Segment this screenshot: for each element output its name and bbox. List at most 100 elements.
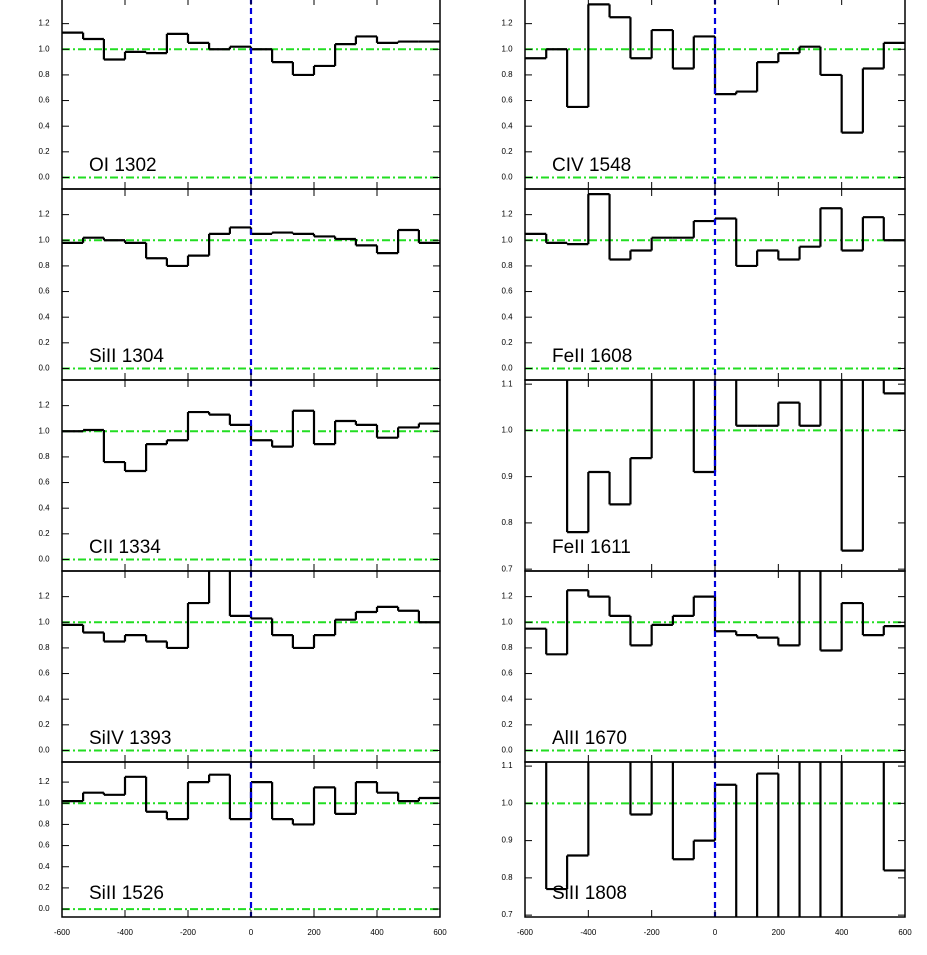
y-tick-label: 0.8 [38, 261, 50, 270]
plot-area [62, 762, 440, 917]
x-tick-label: -400 [117, 928, 134, 937]
y-tick-label: 1.2 [38, 210, 50, 219]
y-tick-label: 0.0 [501, 173, 513, 182]
y-tick-label: 1.0 [501, 798, 513, 807]
y-tick-label: 0.8 [501, 261, 513, 270]
y-tick-label: 0.6 [501, 96, 513, 105]
x-tick-label: 200 [772, 928, 786, 937]
y-tick-label: 0.9 [501, 472, 513, 481]
plot-area [62, 380, 440, 571]
y-tick-label: 0.6 [38, 96, 50, 105]
x-tick-label: 400 [370, 928, 384, 937]
panel: 0.0 0.2 0.4 0.6 0.8 1.0 1.2 CIV 1548 [501, 0, 906, 190]
y-tick-label: 1.1 [501, 379, 513, 388]
y-tick-label: 0.6 [501, 669, 513, 678]
panel: 0.0 0.2 0.4 0.6 0.8 1.0 1.2 SiIV 1393 [38, 570, 441, 763]
x-tick-label: 600 [898, 928, 912, 937]
x-tick-label: -600 [517, 928, 534, 937]
y-tick-label: 0.4 [501, 121, 513, 130]
line-label: FeII 1611 [552, 537, 631, 558]
x-tick-label: 0 [249, 928, 254, 937]
y-tick-label: 1.0 [501, 426, 513, 435]
y-tick-label: 0.2 [501, 147, 513, 156]
y-tick-label: 0.0 [38, 746, 50, 755]
y-tick-label: 0.2 [501, 338, 513, 347]
y-tick-label: 0.4 [38, 862, 50, 871]
y-tick-label: 1.2 [38, 592, 50, 601]
y-tick-label: 0.4 [501, 694, 513, 703]
line-label: CII 1334 [89, 537, 161, 558]
y-tick-label: 0.0 [38, 173, 50, 182]
y-tick-label: 0.0 [38, 555, 50, 564]
y-tick-label: 1.2 [38, 777, 50, 786]
y-tick-label: 0.2 [501, 720, 513, 729]
y-tick-label: 0.8 [38, 70, 50, 79]
plot-area [525, 571, 905, 762]
y-tick-label: 1.0 [38, 426, 50, 435]
line-label: FeII 1608 [552, 346, 632, 367]
line-label: SiII 1304 [89, 346, 164, 367]
panel: 0.7 0.8 0.9 1.0 1.1 FeII 1611 [501, 379, 906, 573]
panel: 0.0 0.2 0.4 0.6 0.8 1.0 1.2 AlII 1670 [501, 570, 906, 763]
y-tick-label: 0.6 [38, 478, 50, 487]
y-tick-label: 0.8 [501, 643, 513, 652]
y-tick-label: 0.2 [38, 720, 50, 729]
x-tick-label: 200 [307, 928, 321, 937]
line-label: OI 1302 [89, 155, 157, 176]
y-tick-label: 0.6 [38, 669, 50, 678]
y-tick-label: 1.0 [38, 44, 50, 53]
plot-area [525, 762, 905, 917]
y-tick-label: 1.0 [38, 798, 50, 807]
plot-area [525, 0, 905, 189]
line-label: AlII 1670 [552, 728, 627, 749]
y-tick-label: 0.4 [38, 694, 50, 703]
y-tick-label: 0.8 [501, 518, 513, 527]
plot-area [525, 189, 905, 380]
y-tick-label: 0.8 [38, 452, 50, 461]
y-tick-label: 0.0 [501, 746, 513, 755]
line-label: SiIV 1393 [89, 728, 171, 749]
x-tick-label: 600 [433, 928, 447, 937]
panel: 0.0 0.2 0.4 0.6 0.8 1.0 1.2 SiII 1304 [38, 188, 441, 381]
y-tick-label: 0.4 [501, 312, 513, 321]
panel: 0.0 0.2 0.4 0.6 0.8 1.0 1.2 FeII 1608 [501, 188, 906, 381]
y-tick-label: 1.0 [501, 44, 513, 53]
panel: 0.0 0.2 0.4 0.6 0.8 1.0 1.2 CII 1334 [38, 379, 441, 572]
line-label: SiII 1808 [552, 883, 627, 904]
panel: 0.0 0.2 0.4 0.6 0.8 1.0 1.2 OI 1302 [38, 0, 441, 190]
line-label: SiII 1526 [89, 883, 164, 904]
y-tick-label: 0.8 [501, 873, 513, 882]
y-tick-label: 0.8 [38, 643, 50, 652]
y-tick-label: 1.0 [501, 617, 513, 626]
y-tick-label: 1.2 [501, 592, 513, 601]
y-tick-label: 1.0 [501, 235, 513, 244]
y-tick-label: 0.7 [501, 564, 513, 573]
x-tick-label: 0 [713, 928, 718, 937]
y-tick-label: 1.2 [38, 401, 50, 410]
y-tick-label: 1.1 [501, 761, 513, 770]
y-tick-label: 0.9 [501, 836, 513, 845]
plot-area [525, 380, 905, 571]
x-tick-label: -200 [644, 928, 661, 937]
y-tick-label: 0.6 [501, 287, 513, 296]
y-tick-label: 0.0 [38, 904, 50, 913]
panel: 0.0 0.2 0.4 0.6 0.8 1.0 1.2 -600 -400 -200 0 200 400… [38, 761, 447, 937]
y-tick-label: 1.2 [501, 210, 513, 219]
plot-area [62, 189, 440, 380]
panel: 0.7 0.8 0.9 1.0 1.1 -600 -400 -200 0 200 400 600 SiI… [501, 761, 912, 937]
y-tick-label: 0.2 [38, 147, 50, 156]
x-tick-label: -400 [580, 928, 597, 937]
y-tick-label: 0.4 [38, 503, 50, 512]
x-tick-label: -600 [54, 928, 71, 937]
y-tick-label: 0.7 [501, 910, 513, 919]
y-tick-label: 0.4 [38, 312, 50, 321]
y-tick-label: 1.2 [501, 19, 513, 28]
y-tick-label: 0.0 [501, 364, 513, 373]
y-tick-label: 0.6 [38, 287, 50, 296]
y-tick-label: 0.6 [38, 841, 50, 850]
y-tick-label: 0.2 [38, 529, 50, 538]
line-label: CIV 1548 [552, 155, 631, 176]
y-tick-label: 0.0 [38, 364, 50, 373]
